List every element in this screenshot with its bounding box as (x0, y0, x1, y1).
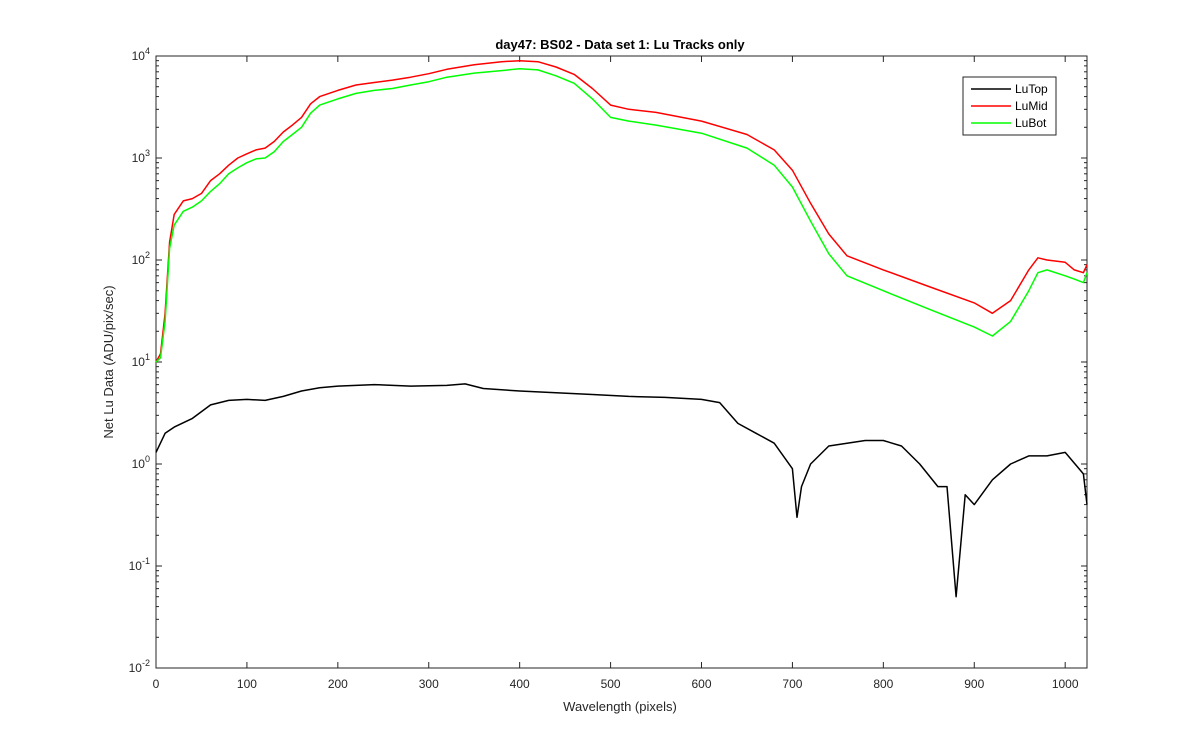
x-tick-label: 800 (873, 677, 893, 691)
y-tick-label: 10-2 (129, 658, 150, 675)
y-tick-label: 104 (132, 46, 150, 63)
x-tick-label: 400 (510, 677, 530, 691)
x-tick-label: 700 (782, 677, 802, 691)
x-tick-label: 200 (328, 677, 348, 691)
y-tick-label: 101 (132, 352, 150, 369)
x-axis-title: Wavelength (pixels) (563, 699, 677, 714)
plot-area: 0 100 200 300 400 500 600 700 800 900 1000 10-2 10-1… (129, 46, 1088, 691)
x-tick-label: 1000 (1052, 677, 1079, 691)
axes-box (155, 55, 1088, 669)
y-axis-title: Net Lu Data (ADU/pix/sec) (101, 285, 116, 438)
x-tick-label: 600 (691, 677, 711, 691)
y-tick-label: 10-1 (129, 556, 150, 573)
x-tick-label: 500 (601, 677, 621, 691)
y-tick-label: 100 (132, 454, 150, 471)
series-line-lubot (155, 67, 1088, 363)
legend-label-lutop: LuTop (1015, 82, 1048, 96)
series-line-lutop (155, 383, 1088, 598)
x-tick-label: 900 (964, 677, 984, 691)
x-tick-label: 300 (419, 677, 439, 691)
legend-label-lubot: LuBot (1015, 116, 1047, 130)
chart-title: day47: BS02 - Data set 1: Lu Tracks only (495, 37, 745, 52)
x-tick-label: 0 (153, 677, 160, 691)
x-tick-label: 100 (237, 677, 257, 691)
y-tick-label: 103 (132, 148, 150, 165)
legend-label-lumid: LuMid (1015, 99, 1048, 113)
y-tick-label: 102 (132, 250, 150, 267)
series-line-lumid (155, 59, 1088, 363)
